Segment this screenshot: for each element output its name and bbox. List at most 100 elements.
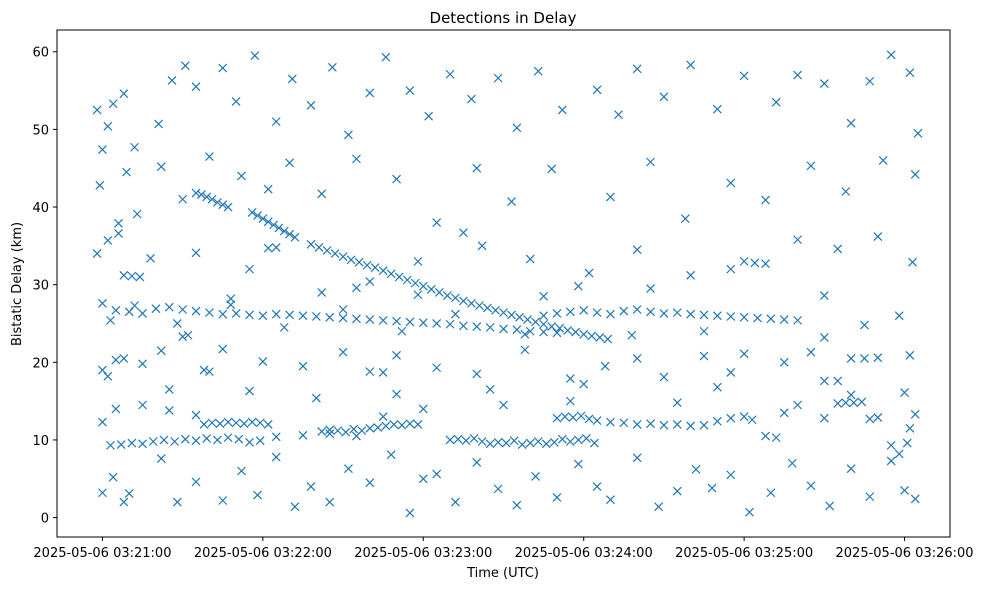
data-point bbox=[565, 307, 575, 317]
y-axis-label: Bistatic Delay (km) bbox=[10, 222, 25, 346]
data-point bbox=[271, 452, 281, 462]
data-point bbox=[523, 315, 532, 325]
x-tick-label: 2025-05-06 03:21:00 bbox=[33, 546, 171, 561]
data-point bbox=[164, 406, 174, 415]
data-point bbox=[485, 439, 495, 449]
data-point bbox=[287, 74, 297, 84]
data-point bbox=[475, 301, 484, 311]
data-point bbox=[138, 439, 147, 449]
data-point bbox=[124, 489, 134, 498]
data-point bbox=[114, 228, 123, 238]
data-point bbox=[191, 82, 201, 92]
data-point bbox=[258, 311, 268, 321]
data-point bbox=[255, 418, 265, 428]
data-point bbox=[122, 167, 131, 177]
y-tick-label: 30 bbox=[32, 279, 49, 294]
data-point bbox=[571, 327, 581, 337]
data-point bbox=[204, 152, 214, 161]
data-point bbox=[525, 326, 535, 336]
data-point bbox=[905, 350, 915, 360]
data-point bbox=[819, 333, 829, 342]
data-point bbox=[204, 308, 214, 318]
data-point bbox=[646, 284, 655, 293]
data-point bbox=[373, 423, 383, 432]
data-point bbox=[632, 64, 642, 74]
data-point bbox=[477, 437, 487, 446]
data-point bbox=[745, 507, 754, 517]
data-point bbox=[290, 232, 300, 242]
data-point bbox=[779, 408, 789, 418]
data-point bbox=[619, 418, 629, 428]
data-point bbox=[352, 154, 361, 164]
data-point bbox=[552, 413, 562, 423]
data-point bbox=[860, 320, 869, 330]
data-point bbox=[237, 171, 246, 181]
data-point bbox=[226, 294, 236, 304]
data-point bbox=[600, 361, 610, 371]
data-point bbox=[151, 304, 161, 314]
data-point bbox=[806, 347, 816, 357]
x-tick-label: 2025-05-06 03:23:00 bbox=[354, 546, 492, 561]
data-point bbox=[239, 419, 249, 429]
data-point bbox=[712, 416, 722, 426]
data-point bbox=[381, 52, 391, 62]
data-point bbox=[285, 158, 295, 168]
data-point bbox=[873, 353, 883, 363]
data-point bbox=[761, 195, 770, 205]
data-point bbox=[413, 419, 423, 429]
data-point bbox=[365, 367, 375, 377]
data-point bbox=[686, 270, 696, 280]
plot-frame bbox=[56, 29, 951, 538]
data-point bbox=[317, 426, 327, 436]
data-point bbox=[130, 301, 139, 311]
data-point bbox=[432, 319, 442, 328]
data-point bbox=[450, 309, 460, 319]
data-point bbox=[910, 494, 920, 504]
data-point bbox=[841, 398, 851, 408]
data-point bbox=[127, 271, 137, 281]
data-point bbox=[873, 413, 883, 422]
data-point bbox=[285, 310, 295, 320]
data-point bbox=[779, 357, 789, 367]
data-point bbox=[726, 264, 736, 274]
data-point bbox=[378, 367, 388, 377]
data-point bbox=[386, 450, 396, 460]
data-point bbox=[432, 469, 442, 479]
data-point bbox=[285, 229, 295, 239]
data-point bbox=[579, 305, 589, 315]
data-point bbox=[405, 508, 415, 518]
data-point bbox=[646, 157, 655, 167]
data-point bbox=[846, 118, 856, 128]
data-point bbox=[908, 257, 917, 267]
y-tick-label: 60 bbox=[32, 46, 49, 61]
data-point bbox=[98, 298, 107, 308]
data-point bbox=[686, 421, 696, 431]
data-point bbox=[579, 379, 589, 389]
data-point bbox=[557, 434, 567, 444]
data-point bbox=[245, 264, 254, 274]
data-point bbox=[905, 423, 915, 433]
data-point bbox=[539, 327, 549, 337]
data-point bbox=[156, 454, 166, 464]
data-point bbox=[589, 438, 599, 448]
data-point bbox=[672, 419, 682, 429]
data-point bbox=[632, 453, 642, 463]
x-tick-label: 2025-05-06 03:22:00 bbox=[194, 546, 332, 561]
data-point bbox=[450, 497, 460, 507]
data-point bbox=[111, 305, 121, 315]
y-axis: 0 10 20 30 40 50 60 bbox=[32, 46, 57, 527]
data-point bbox=[325, 312, 335, 322]
data-point bbox=[461, 436, 471, 446]
data-point bbox=[132, 209, 142, 219]
data-point bbox=[298, 430, 308, 440]
data-point bbox=[103, 235, 113, 245]
data-point bbox=[231, 308, 241, 318]
data-point bbox=[352, 283, 361, 293]
data-point bbox=[592, 308, 602, 318]
data-point bbox=[472, 322, 482, 332]
data-point bbox=[354, 257, 364, 267]
data-point bbox=[352, 314, 361, 324]
data-point bbox=[753, 313, 762, 323]
data-point bbox=[191, 248, 201, 258]
